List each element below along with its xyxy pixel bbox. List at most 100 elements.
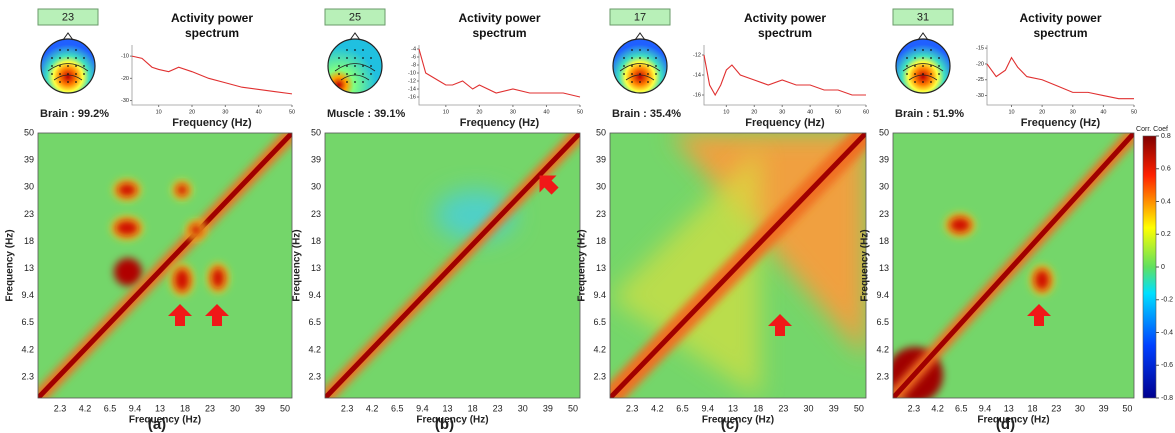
component-number: 23 (62, 11, 74, 23)
electrode (639, 73, 641, 75)
heatmap-x-tick-label: 6.5 (955, 403, 968, 413)
heatmap-y-tick-label: 50 (879, 127, 889, 137)
heatmap (325, 133, 580, 398)
electrode (362, 57, 364, 59)
spectrum-x-tick-label: 30 (779, 109, 785, 115)
electrode (346, 57, 348, 59)
spectrum-line (703, 54, 866, 97)
heatmap-y-tick-label: 18 (596, 236, 606, 246)
heatmap-y-tick-label: 23 (879, 209, 889, 219)
heatmap-x-tick-label: 2.3 (54, 403, 67, 413)
heatmap-y-tick-label: 23 (24, 209, 34, 219)
spectrum-x-tick-label: 50 (1131, 109, 1137, 115)
heatmap-y-tick-label: 50 (24, 127, 34, 137)
heatmap-x-tick-label: 2.3 (908, 403, 921, 413)
component-box (892, 8, 954, 26)
heatmap-x-tick-label: 13 (442, 403, 452, 413)
spectrum-y-tick-label: -30 (976, 93, 984, 99)
heatmap-x-tick-label: 23 (205, 403, 215, 413)
electrode (930, 65, 932, 67)
classification: Muscle : 39.1% (327, 108, 405, 120)
heatmap-y-tick-label: 50 (596, 127, 606, 137)
electrode (51, 65, 53, 67)
spectrum-axes (703, 45, 866, 106)
heatmap-x-tick-label: 39 (543, 403, 553, 413)
spectrum-x-tick-label: 40 (807, 109, 813, 115)
electrode (639, 81, 641, 83)
colorbar-tick-label: 0.2 (1161, 231, 1171, 238)
spectrum-y-tick-label: -10 (121, 54, 129, 60)
heatmap-y-tick-label: 30 (879, 182, 889, 192)
arrow (768, 314, 792, 336)
heatmap-x-tick-label: 50 (1122, 403, 1132, 413)
electrode (623, 73, 625, 75)
colorbar (1142, 135, 1157, 399)
electrode (67, 57, 69, 59)
electrode (631, 49, 633, 51)
heatmap-x-label: Frequency (Hz) (129, 415, 201, 426)
electrode (370, 73, 372, 75)
heatmap-y-tick-label: 13 (24, 263, 34, 273)
spectrum-x-tick-label: 50 (835, 109, 841, 115)
heatmap-x-tick-label: 9.4 (416, 403, 429, 413)
classification: Brain : 35.4% (612, 108, 681, 120)
electrode (354, 65, 356, 67)
electrode (914, 73, 916, 75)
heatmap-x-tick-label: 9.4 (702, 403, 715, 413)
electrode (338, 57, 340, 59)
electrode (346, 65, 348, 67)
electrode (59, 81, 61, 83)
heatmap-x-tick-label: 18 (1027, 403, 1037, 413)
spectrum-axes (418, 45, 580, 106)
heatmap-y-tick-label: 50 (311, 127, 321, 137)
electrode (639, 57, 641, 59)
electrode (362, 81, 364, 83)
heatmap-diagonal (325, 133, 580, 398)
spectrum-x-tick-label: 10 (723, 109, 729, 115)
electrode (647, 49, 649, 51)
spectrum-x-tick-label: 20 (189, 109, 195, 115)
electrode (354, 49, 356, 51)
heatmap-patch (610, 148, 760, 398)
heatmap-y-label: Frequency (Hz) (292, 229, 303, 301)
heatmap-y-tick-label: 6.5 (308, 317, 321, 327)
heatmap-y-tick-label: 39 (24, 155, 34, 165)
electrode (914, 65, 916, 67)
spectrum-x-tick-label: 60 (863, 109, 869, 115)
electrode (938, 57, 940, 59)
electrode (75, 81, 77, 83)
heatmap-frame (37, 132, 293, 399)
electrode (354, 73, 356, 75)
classification: Brain : 99.2% (40, 108, 109, 120)
spectrum-title: Activity power spectrum (170, 11, 254, 40)
colorbar-tick-label: 0.4 (1161, 198, 1171, 205)
electrode (67, 49, 69, 51)
heatmap-x-tick-label: 2.3 (626, 403, 639, 413)
electrode (906, 73, 908, 75)
heatmap-y-tick-label: 4.2 (876, 344, 889, 354)
heatmap-y-label: Frequency (Hz) (577, 229, 588, 301)
spectrum-x-tick-label: 30 (1070, 109, 1076, 115)
component-number: 17 (634, 11, 646, 23)
electrode (938, 73, 940, 75)
electrode (623, 65, 625, 67)
heatmap-y-tick-label: 39 (596, 155, 606, 165)
heatmap-x-tick-label: 39 (829, 403, 839, 413)
arrow (168, 304, 192, 326)
spectrum-x-label: Frequency (Hz) (1021, 117, 1101, 129)
spectrum-x-tick-label: 30 (222, 109, 228, 115)
spectrum-x-label: Frequency (Hz) (172, 117, 252, 129)
electrode (906, 57, 908, 59)
electrode (922, 73, 924, 75)
spectrum-line (418, 48, 581, 98)
heatmap-x-tick-label: 30 (1075, 403, 1085, 413)
spectrum-x-tick-label: 50 (289, 109, 295, 115)
heatmap-y-tick-label: 6.5 (593, 317, 606, 327)
electrode (631, 81, 633, 83)
heatmap-y-tick-label: 9.4 (876, 290, 889, 300)
spectrum-axes (986, 45, 1134, 106)
heatmap-y-tick-label: 4.2 (593, 344, 606, 354)
electrode (338, 73, 340, 75)
electrode (59, 57, 61, 59)
heatmap-x-tick-label: 2.3 (341, 403, 354, 413)
